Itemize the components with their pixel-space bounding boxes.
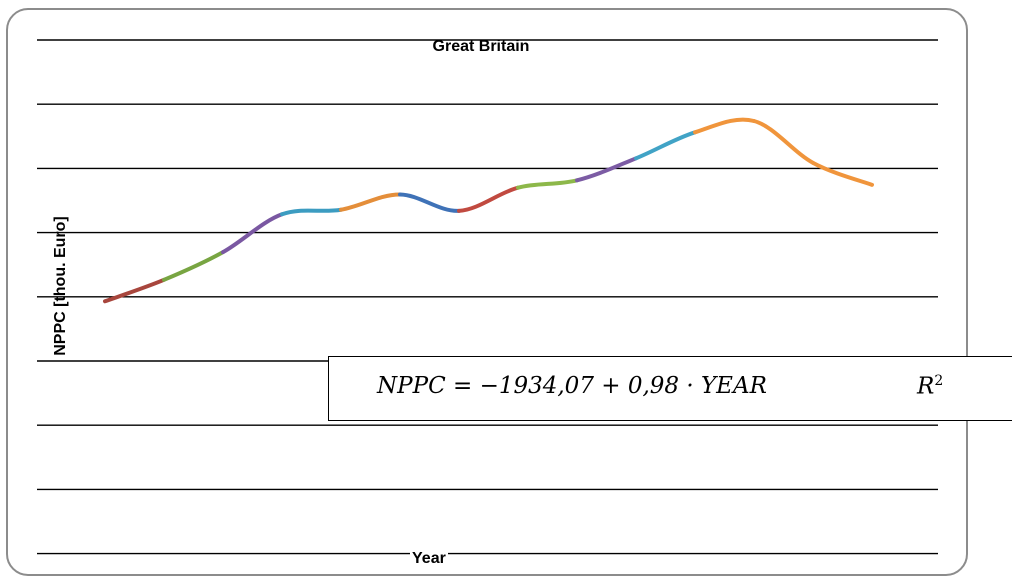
r-squared-label: R2	[917, 373, 943, 400]
series-line-segment	[752, 119, 815, 165]
series-line-segment	[811, 160, 874, 187]
chart-title: Great Britain	[432, 38, 530, 55]
series-line-segment	[516, 178, 579, 190]
series-line-segment	[575, 156, 638, 183]
r-squared-symbol: R	[917, 373, 935, 400]
series-line-segment	[162, 250, 225, 282]
series-line-segment	[398, 192, 461, 213]
x-axis-label: Year	[410, 550, 448, 568]
series-line-segment	[634, 130, 697, 161]
series-line-segment	[221, 212, 284, 255]
chart-frame	[6, 8, 968, 576]
series-line-segment	[457, 185, 520, 213]
series-line-segment	[280, 207, 343, 217]
y-axis-label: NPPC [thou. Euro]	[52, 216, 69, 356]
data-series	[103, 117, 874, 304]
series-line-segment	[693, 117, 756, 135]
regression-equation: NPPC = −1934,07 + 0,98 · YEAR	[377, 373, 767, 399]
series-line-segment	[339, 192, 402, 212]
r-squared-exponent: 2	[934, 373, 944, 389]
series-line-segment	[103, 277, 166, 304]
gridlines	[37, 39, 938, 555]
regression-equation-box: NPPC = −1934,07 + 0,98 · YEAR R2	[328, 356, 1012, 421]
